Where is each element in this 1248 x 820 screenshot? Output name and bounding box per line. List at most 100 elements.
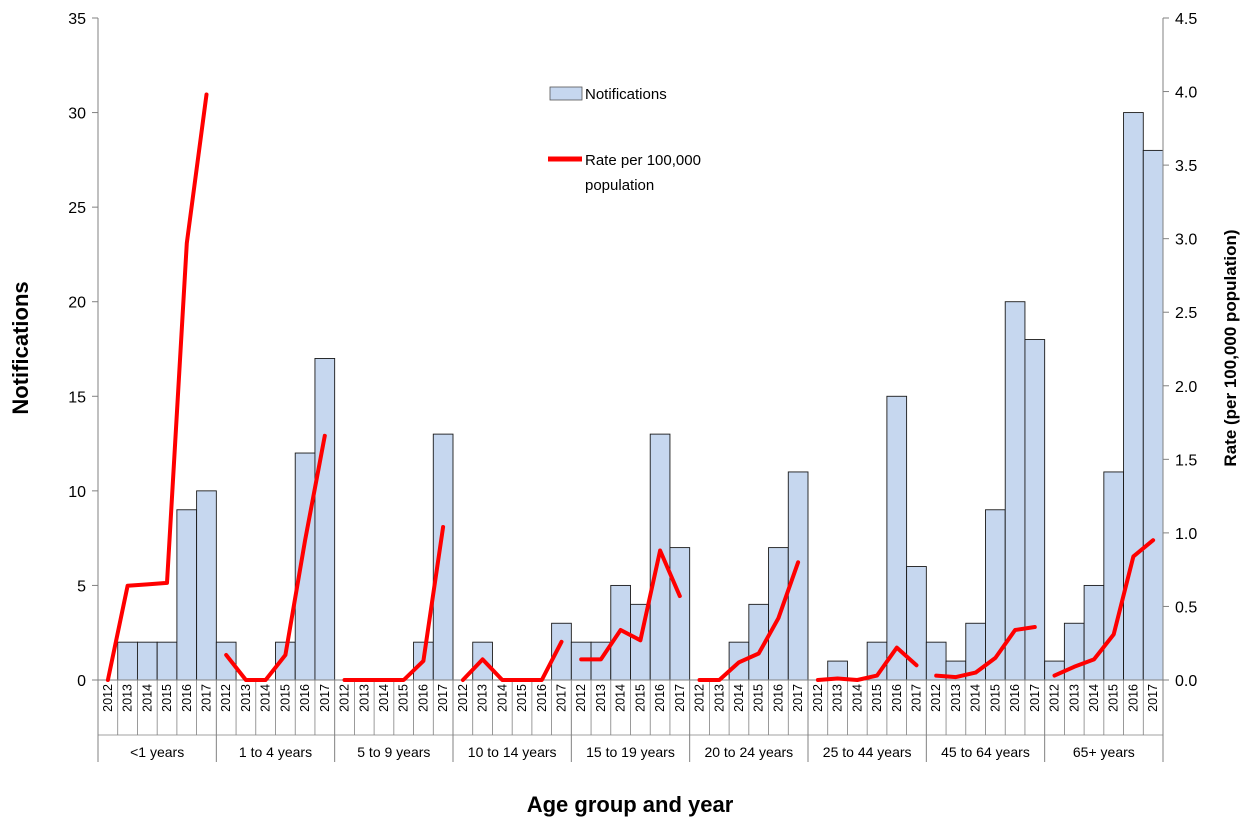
y-tick-label: 35 [68,11,86,28]
y-tick-label: 15 [68,389,86,406]
year-tick-label: 2012 [219,684,233,712]
year-tick-label: 2012 [338,684,352,712]
year-tick-label: 2012 [693,684,707,712]
legend: Notifications Rate per 100,000 populatio… [548,86,701,194]
bar [136,641,158,681]
year-tick-label: 2012 [811,684,825,712]
year-tick-label: 2017 [1146,684,1160,712]
group-label: 65+ years [1073,744,1135,760]
year-tick-label: 2017 [318,684,332,712]
x-category-layer: 2012 2013 2014 2015 2016 2017 <1 years 2012 2013… [97,680,1164,762]
y-tick-label: 5 [77,578,86,595]
bar [669,547,691,681]
y2-tick-label: 1.0 [1175,526,1197,543]
year-tick-label: 2017 [554,684,568,712]
legend-rate-label-line2: population [585,177,654,194]
bar [196,490,217,681]
y2-tick-label: 1.5 [1175,452,1197,469]
y2-axis-title: Rate (per 100,000 population) [1221,229,1240,466]
rate-line [105,92,209,682]
year-tick-label: 2017 [791,684,805,712]
year-tick-label: 2014 [732,684,746,712]
year-tick-label: 2013 [949,684,963,712]
rate-line [224,433,327,682]
year-tick-label: 2013 [239,684,253,712]
year-tick-label: 2015 [870,684,884,712]
year-tick-label: 2015 [988,684,1002,712]
y-tick-label: 0 [77,673,86,690]
year-tick-label: 2013 [594,684,608,712]
y2-tick-label: 0.0 [1175,673,1197,690]
legend-notifications-swatch [549,86,583,101]
y-tick-label: 25 [68,200,86,217]
rate-lines-layer [105,92,1156,682]
group-label: 1 to 4 years [239,744,312,760]
year-tick-label: 2015 [1107,684,1121,712]
group-label: 15 to 19 years [586,744,675,760]
year-tick-label: 2015 [752,684,766,712]
year-tick-label: 2012 [456,684,470,712]
group-label: 25 to 44 years [823,744,912,760]
bar [432,433,454,681]
rate-line [815,645,919,682]
group-label: 45 to 64 years [941,744,1030,760]
year-tick-label: 2017 [199,684,213,712]
year-tick-label: 2014 [969,684,983,712]
legend-rate-label-line1: Rate per 100,000 [585,152,701,169]
year-tick-label: 2014 [495,684,509,712]
y2-tick-label: 2.0 [1175,379,1197,396]
year-tick-label: 2013 [476,684,490,712]
bar [294,452,316,681]
year-tick-label: 2015 [633,684,647,712]
year-tick-label: 2013 [121,684,135,712]
x-axis-title: Age group and year [527,792,734,817]
rate-line [697,560,801,682]
year-tick-label: 2016 [771,684,785,712]
year-tick-label: 2016 [298,684,312,712]
bar [156,641,178,681]
year-tick-label: 2016 [416,684,430,712]
year-tick-label: 2012 [929,684,943,712]
y2-tick-label: 3.0 [1175,232,1197,249]
year-tick-label: 2017 [1028,684,1042,712]
bar [1123,112,1144,681]
bars-layer [117,112,1164,681]
legend-notifications-label: Notifications [585,86,667,103]
year-tick-label: 2013 [712,684,726,712]
year-tick-label: 2016 [535,684,549,712]
year-tick-label: 2014 [614,684,628,712]
bar [314,358,336,681]
group-label: <1 years [130,744,184,760]
bar [1103,471,1125,681]
year-tick-label: 2015 [160,684,174,712]
year-tick-label: 2014 [1087,684,1101,712]
year-tick-label: 2016 [653,684,667,712]
y2-tick-label: 3.5 [1175,158,1197,175]
bar [985,509,1006,681]
rate-line [342,525,446,682]
year-tick-label: 2014 [377,684,391,712]
y2-tick-label: 4.0 [1175,85,1197,102]
year-tick-label: 2015 [397,684,411,712]
year-tick-label: 2017 [436,684,450,712]
y2-tick-label: 4.5 [1175,11,1197,28]
group-label: 20 to 24 years [704,744,793,760]
year-tick-label: 2016 [180,684,194,712]
year-tick-label: 2017 [673,684,687,712]
y-axis-title: Notifications [8,281,33,414]
year-tick-label: 2015 [515,684,529,712]
y-tick-label: 30 [68,106,86,123]
year-tick-label: 2012 [574,684,588,712]
rate-line [934,625,1037,680]
year-tick-label: 2014 [850,684,864,712]
year-tick-label: 2016 [890,684,904,712]
year-tick-label: 2016 [1008,684,1022,712]
year-tick-label: 2012 [101,684,115,712]
rate-line [579,548,682,662]
year-tick-label: 2013 [1067,684,1081,712]
year-tick-label: 2014 [259,684,273,712]
year-tick-label: 2016 [1126,684,1140,712]
y2-tick-label: 0.5 [1175,599,1197,616]
y2-tick-label: 2.5 [1175,305,1197,322]
